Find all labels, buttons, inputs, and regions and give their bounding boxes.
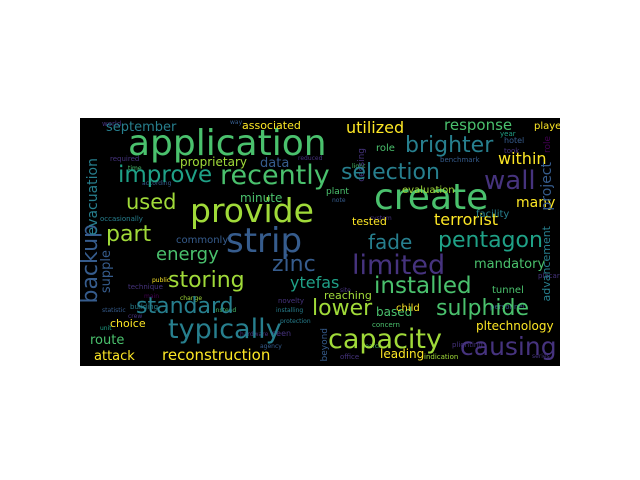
word-wall: wall — [484, 166, 536, 196]
word-evaluation: evaluation — [402, 185, 455, 196]
word-commonly: commonly — [176, 235, 229, 246]
word-data: data — [260, 156, 290, 171]
word-way: way — [230, 119, 243, 126]
word-unit: unit — [100, 325, 112, 332]
word-storing: storing — [168, 268, 245, 293]
word-main: main — [144, 293, 159, 300]
word-associated: associated — [242, 119, 301, 132]
word-reduced: reduced — [298, 155, 323, 162]
word-placard: placard — [538, 272, 560, 280]
word-response: response — [444, 118, 513, 134]
word-world: world — [102, 120, 122, 128]
word-zinc: zinc — [272, 252, 316, 277]
word-facility: facility — [476, 209, 510, 220]
word-project: project — [539, 162, 555, 211]
word-change: change — [180, 295, 203, 302]
word-based: based — [376, 305, 413, 319]
word-benchmark: benchmark — [440, 156, 480, 164]
word-novelty: novelty — [278, 297, 305, 305]
word-crew: crew — [128, 313, 143, 320]
word-public: public — [152, 277, 171, 284]
word-many: many — [516, 195, 556, 211]
word-building: building — [130, 303, 159, 311]
word-played: played — [534, 121, 560, 132]
word-backup: backup — [80, 224, 103, 304]
word-office: office — [340, 353, 360, 361]
word-within: within — [498, 149, 547, 168]
word-site: site — [340, 287, 351, 294]
word-required: required — [110, 155, 140, 163]
word-hardware: hardware — [240, 331, 269, 338]
word-child: child — [396, 303, 420, 314]
word-proprietary: proprietary — [180, 155, 247, 169]
word-evacuation: evacuation — [85, 158, 101, 236]
word-plant: plant — [326, 187, 349, 197]
word-role: role — [376, 143, 395, 154]
word-time: time — [128, 165, 142, 172]
word-instead: instead — [214, 307, 237, 314]
word-agency: agency — [260, 343, 282, 350]
word-strip: strip — [226, 221, 303, 261]
word-pltechnology: pltechnology — [476, 319, 554, 333]
word-technique: technique — [128, 283, 163, 291]
word-capacity: capacity — [328, 324, 442, 355]
word-recently: recently — [220, 160, 330, 191]
word-improve: improve — [118, 162, 213, 188]
word-september: september — [106, 120, 177, 135]
word-terrorist: terrorist — [434, 210, 499, 229]
word-typically: typically — [168, 314, 282, 345]
word-brighter: brighter — [405, 133, 494, 158]
word-installed: installed — [374, 273, 472, 299]
word-standard: standard — [136, 294, 234, 319]
word-ytefas: ytefas — [290, 273, 340, 292]
word-tunnel: tunnel — [492, 285, 524, 296]
word-limited: limited — [352, 250, 446, 281]
word-choice: choice — [110, 317, 146, 330]
word-pentagon: pentagon — [438, 228, 543, 253]
word-note: note — [332, 197, 346, 204]
word-tested: tested — [352, 215, 387, 228]
word-minute: minute — [240, 191, 283, 205]
word-personnel: personnel — [490, 303, 525, 311]
word-route: route — [90, 333, 125, 348]
word-reaching: reaching — [324, 289, 372, 302]
word-according: according — [142, 180, 172, 187]
word-attack: attack — [94, 349, 135, 364]
word-part: part — [106, 222, 152, 247]
word-seen: seen — [272, 329, 292, 338]
word-create: create — [374, 177, 489, 218]
word-leading: leading — [380, 347, 425, 361]
word-year: year — [500, 130, 516, 138]
word-selection: selection — [341, 160, 440, 185]
word-statistic: statistic — [102, 307, 126, 314]
word-mandatory: mandatory — [474, 257, 546, 272]
word-fade: fade — [368, 230, 413, 254]
word-sulphide: sulphide — [436, 296, 530, 321]
word-occasionally: occasionally — [100, 215, 143, 223]
word-protection: protection — [280, 318, 311, 325]
word-indication: indication — [424, 353, 459, 361]
word-system: system — [370, 215, 392, 222]
word-series: series — [532, 353, 550, 360]
word-hotel: hotel — [504, 136, 525, 145]
word-search: search — [362, 343, 382, 350]
word-took: took — [504, 147, 520, 155]
word-lower: lower — [312, 296, 373, 321]
word-cloud: according required time occasionally tec… — [80, 118, 560, 366]
word-energy: energy — [156, 244, 219, 265]
word-light: light — [352, 163, 366, 170]
word-used: used — [126, 190, 177, 214]
word-utilized: utilized — [346, 118, 405, 137]
word-application: application — [128, 123, 327, 164]
word-concern: concern — [372, 321, 400, 329]
word-installing: installing — [276, 307, 304, 314]
word-reconstruction: reconstruction — [162, 346, 271, 364]
word-causing: causing — [460, 332, 557, 361]
word-plighting: plighting — [452, 341, 483, 349]
word-provide: provide — [190, 191, 314, 230]
